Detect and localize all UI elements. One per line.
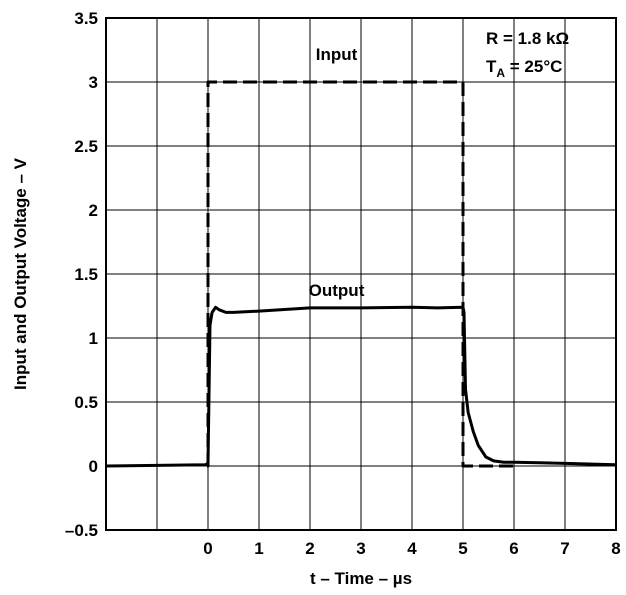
x-tick-label: 4 [407, 539, 417, 558]
y-tick-label: 2 [89, 201, 98, 220]
x-axis-label: t – Time – µs [310, 569, 412, 588]
x-tick-label: 0 [203, 539, 212, 558]
y-tick-label: 3 [89, 73, 98, 92]
grid-lines [105, 17, 617, 531]
x-tick-label: 7 [560, 539, 569, 558]
condition-temp-rest: = 25°C [505, 57, 562, 76]
x-tick-label: 2 [305, 539, 314, 558]
annotation-output: Output [309, 281, 365, 300]
x-tick-label: 5 [458, 539, 467, 558]
condition-temp-base: T [486, 57, 497, 76]
annotations: Input Output [309, 45, 365, 300]
condition-resistance: R = 1.8 kΩ [486, 29, 569, 48]
y-tick-label: –0.5 [65, 521, 98, 540]
series-output-line [105, 305, 617, 468]
y-axis-label: Input and Output Voltage – V [11, 157, 30, 390]
x-tick-label: 1 [254, 539, 263, 558]
y-tick-label: 1 [89, 329, 98, 348]
y-tick-label: 2.5 [74, 137, 98, 156]
y-tick-label: 3.5 [74, 9, 98, 28]
y-tick-label: 0.5 [74, 393, 98, 412]
annotation-input: Input [316, 45, 358, 64]
y-tick-labels: –0.5 0 0.5 1 1.5 2 2.5 3 3.5 [65, 9, 98, 540]
x-tick-label: 6 [509, 539, 518, 558]
plot-frame [105, 17, 617, 531]
y-tick-label: 0 [89, 457, 98, 476]
x-tick-label: 8 [611, 539, 620, 558]
condition-temperature: TA = 25°C [486, 57, 562, 80]
x-tick-labels: 0 1 2 3 4 5 6 7 8 [203, 539, 620, 558]
condition-temp-sub: A [496, 66, 505, 80]
x-tick-label: 3 [356, 539, 365, 558]
series-layer [105, 80, 617, 468]
series-input-line [206, 80, 514, 468]
y-tick-label: 1.5 [74, 265, 98, 284]
